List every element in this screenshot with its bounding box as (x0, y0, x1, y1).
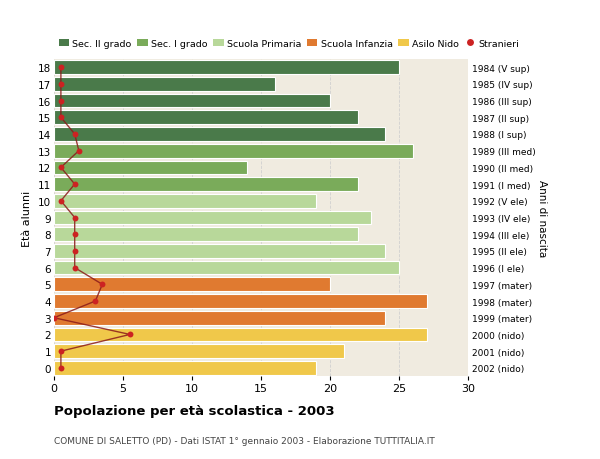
Bar (54, 78, 275, 91)
Point (70, 214, 79, 222)
Legend: Sec. II grado, Sec. I grado, Scuola Primaria, Scuola Infanzia, Asilo Nido, Stran: Sec. II grado, Sec. I grado, Scuola Prim… (59, 39, 519, 49)
Point (56, 98, 66, 105)
Point (56, 348, 66, 355)
Bar (54, 145, 413, 158)
Bar (54, 128, 385, 141)
Point (70, 131, 79, 138)
Point (70, 264, 79, 272)
Bar (54, 61, 399, 75)
Bar (54, 211, 371, 225)
Bar (54, 328, 427, 341)
Point (56, 364, 66, 372)
Bar (54, 245, 385, 258)
Point (56, 114, 66, 122)
Bar (54, 228, 358, 241)
Point (70, 181, 79, 188)
Point (56, 198, 66, 205)
Point (74, 148, 83, 155)
Text: COMUNE DI SALETTO (PD) - Dati ISTAT 1° gennaio 2003 - Elaborazione TUTTITALIA.IT: COMUNE DI SALETTO (PD) - Dati ISTAT 1° g… (54, 436, 435, 445)
Bar (54, 261, 399, 275)
Point (56, 64, 66, 72)
Y-axis label: Anni di nascita: Anni di nascita (537, 179, 547, 257)
Bar (54, 111, 358, 125)
Point (125, 331, 135, 338)
Text: Popolazione per età scolastica - 2003: Popolazione per età scolastica - 2003 (54, 404, 335, 417)
Bar (54, 95, 330, 108)
Point (70, 248, 79, 255)
Point (70, 231, 79, 238)
Point (56, 164, 66, 172)
Bar (54, 311, 385, 325)
Point (91, 298, 100, 305)
Point (98, 281, 107, 288)
Bar (54, 178, 358, 191)
Bar (54, 278, 330, 291)
Bar (54, 195, 316, 208)
Point (49, 314, 59, 322)
Bar (54, 361, 316, 375)
Bar (54, 295, 427, 308)
Y-axis label: Età alunni: Età alunni (22, 190, 32, 246)
Point (56, 81, 66, 88)
Bar (54, 161, 247, 175)
Bar (54, 345, 344, 358)
